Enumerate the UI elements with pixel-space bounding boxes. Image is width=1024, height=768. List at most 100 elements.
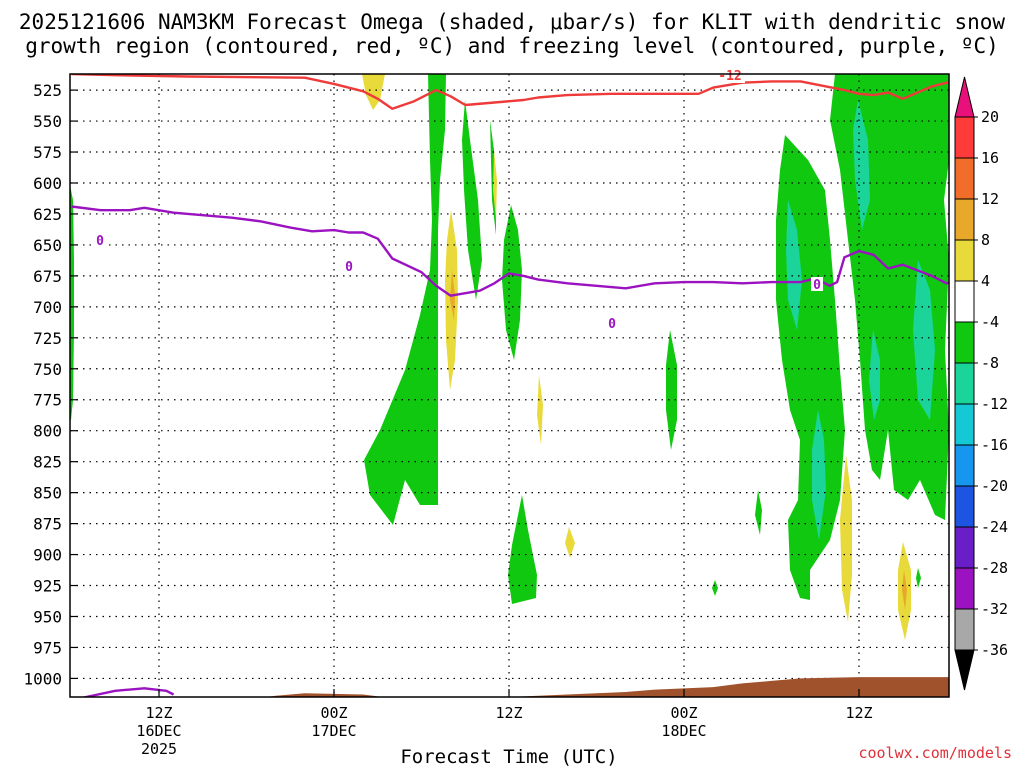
colorbar-top-arrow [954,76,975,118]
contour-label-minus12: -12 [715,68,745,84]
omega-teal-region-3 [853,100,870,230]
colorbar-label-3: 8 [981,231,990,249]
colorbar-bin-11 [954,567,975,610]
contour-label-zero-3: 0 [606,316,618,332]
colorbar-label-0: 20 [981,108,999,126]
svg-text:0: 0 [608,317,616,332]
contour-label-zero-4: 0 [811,277,823,293]
colorbar-bin-6 [954,362,975,405]
colorbar-label-8: -16 [981,436,1008,454]
x-axis-label: Forecast Time (UTC) [400,746,617,768]
omega-green-region-dot1 [712,580,718,596]
omega-green-region-tiny-right [916,568,921,588]
y-tick-label-600: 600 [33,174,62,193]
omega-yellow-region-small [565,527,575,558]
chart-title-line1: 2025121606 NAM3KM Forecast Omega (shaded… [19,10,1006,34]
colorbar-bin-0 [954,116,975,159]
omega-orange-region-right [902,570,907,610]
colorbar-bin-2 [954,198,975,241]
colorbar-bin-5 [954,321,975,364]
y-tick-label-750: 750 [33,360,62,379]
y-axis: 525 550 575 600 625 650 675 700 725 750 775 800 825 8… [23,81,78,688]
colorbar-label-13: -36 [981,641,1008,659]
omega-teal-region-5 [869,330,880,420]
y-tick-label-525: 525 [33,81,62,100]
y-tick-label-625: 625 [33,205,62,224]
x-tick-label-48-0: 00Z [670,704,697,722]
colorbar-label-6: -8 [981,354,999,372]
colorbar-bin-1 [954,157,975,200]
colorbar-bin-7 [954,403,975,446]
x-tick-label-36-0: 12Z [495,704,522,722]
colorbar-bottom-arrow [954,649,975,691]
colorbar-bin-3 [954,239,975,282]
colorbar-label-1: 16 [981,149,999,167]
y-tick-label-1000: 1000 [23,669,62,688]
colorbar-label-2: 12 [981,190,999,208]
svg-text:0: 0 [345,260,353,275]
colorbar-bin-4 [954,280,975,323]
y-tick-label-575: 575 [33,143,62,162]
colorbar-label-11: -28 [981,559,1008,577]
contour-label-zero-1: 0 [94,233,106,249]
y-tick-label-850: 850 [33,484,62,503]
y-tick-label-975: 975 [33,638,62,657]
x-tick-label-12-1: 16DEC [136,722,181,740]
colorbar-label-7: -12 [981,395,1008,413]
terrain [71,677,949,697]
colorbar-label-4: 4 [981,272,990,290]
omega-teal-region-1 [786,200,802,330]
x-tick-label-60-0: 12Z [845,704,872,722]
svg-text:-12: -12 [718,69,741,84]
chart-title-line2: growth region (contoured, red, ºC) and f… [25,34,999,58]
y-tick-label-725: 725 [33,329,62,348]
colorbar-label-10: -24 [981,518,1008,536]
omega-teal-region-4 [913,260,935,420]
colorbar-bin-9 [954,485,975,528]
omega-yellow-region-thin [493,150,497,220]
omega-yellow-region-right1 [840,455,852,622]
y-tick-label-825: 825 [33,453,62,472]
contour-label-zero-2: 0 [343,259,355,275]
colorbar: 20 16 12 8 4 -4 -8 -12 -16 -20 -24 -28 -32 -36 [954,76,1008,691]
colorbar-label-12: -32 [981,600,1008,618]
y-tick-label-650: 650 [33,236,62,255]
omega-green-region-thin1 [462,100,482,300]
x-tick-label-12-2: 2025 [141,740,177,758]
svg-text:0: 0 [813,278,821,293]
y-tick-label-950: 950 [33,607,62,626]
omega-green-region-lower-center [508,495,537,604]
x-tick-label-48-1: 18DEC [661,722,706,740]
colorbar-bin-10 [954,526,975,569]
y-tick-label-800: 800 [33,422,62,441]
y-tick-label-875: 875 [33,515,62,534]
y-tick-label-900: 900 [33,546,62,565]
credit-text: coolwx.com/models [858,744,1012,762]
omega-green-region-thin2 [490,120,496,235]
omega-shading [70,74,949,640]
colorbar-label-5: -4 [981,313,999,331]
omega-green-region-small [666,330,677,450]
omega-yellow-region-mid [537,375,543,445]
y-tick-label-550: 550 [33,112,62,131]
omega-teal-region-2 [812,410,826,540]
svg-text:0: 0 [96,234,104,249]
omega-green-region-left-edge [70,185,74,420]
omega-green-region-mid [364,74,446,525]
x-tick-label-24-1: 17DEC [311,722,356,740]
colorbar-label-9: -20 [981,477,1008,495]
colorbar-bin-12 [954,608,975,651]
contour-lines [71,74,949,697]
x-tick-label-24-0: 00Z [320,704,347,722]
contour-line-1 [71,205,949,297]
contour-line-0 [71,74,949,110]
x-tick-label-12-0: 12Z [145,704,172,722]
y-tick-label-700: 700 [33,298,62,317]
y-tick-label-775: 775 [33,391,62,410]
terrain-surface [71,677,949,697]
y-tick-label-675: 675 [33,267,62,286]
omega-green-region-center [502,205,522,360]
colorbar-bin-8 [954,444,975,487]
